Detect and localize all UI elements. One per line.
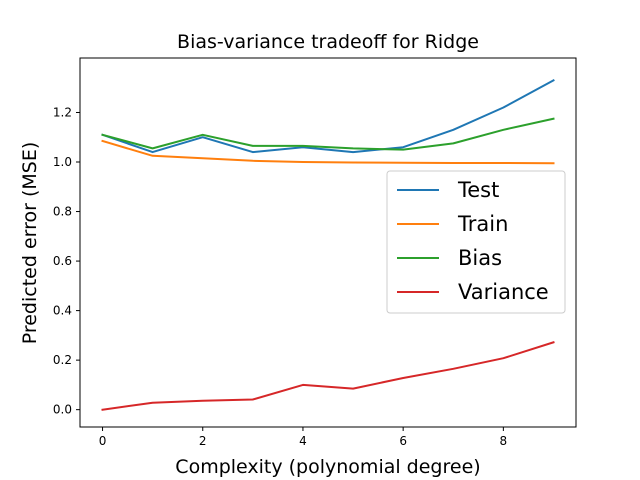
y-tick-label: 0.6 bbox=[53, 254, 72, 268]
legend-label-test: Test bbox=[457, 178, 499, 202]
legend-label-variance: Variance bbox=[458, 280, 549, 304]
legend: Test Train Bias Variance bbox=[386, 170, 566, 314]
series-line-variance bbox=[101, 341, 555, 411]
plot-frame bbox=[79, 57, 577, 428]
x-axis-label: Complexity (polynomial degree) bbox=[175, 456, 480, 478]
series-layer bbox=[101, 78, 555, 411]
series-line-test bbox=[101, 78, 555, 154]
x-tick-label: 8 bbox=[500, 434, 508, 448]
tick-layer: 0 2 4 6 8 0.0 0.2 0.4 0.6 0.8 1.0 1.2 bbox=[53, 105, 507, 448]
series-line-train bbox=[101, 139, 555, 165]
x-tick-label: 0 bbox=[99, 434, 107, 448]
x-tick-label: 4 bbox=[299, 434, 307, 448]
x-tick-label: 6 bbox=[399, 434, 407, 448]
legend-label-train: Train bbox=[457, 212, 508, 236]
y-tick-label: 0.0 bbox=[53, 403, 72, 417]
chart-title: Bias-variance tradeoff for Ridge bbox=[177, 31, 479, 53]
legend-label-bias: Bias bbox=[458, 246, 502, 270]
y-axis-label: Predicted error (MSE) bbox=[19, 142, 41, 345]
y-tick-label: 0.2 bbox=[53, 353, 72, 367]
y-tick-label: 0.8 bbox=[53, 205, 72, 219]
x-tick-label: 2 bbox=[199, 434, 207, 448]
legend-box bbox=[386, 170, 566, 314]
series-line-bias bbox=[101, 117, 555, 151]
y-tick-label: 1.0 bbox=[53, 155, 72, 169]
y-tick-label: 0.4 bbox=[53, 304, 72, 318]
y-tick-label: 1.2 bbox=[53, 105, 72, 119]
